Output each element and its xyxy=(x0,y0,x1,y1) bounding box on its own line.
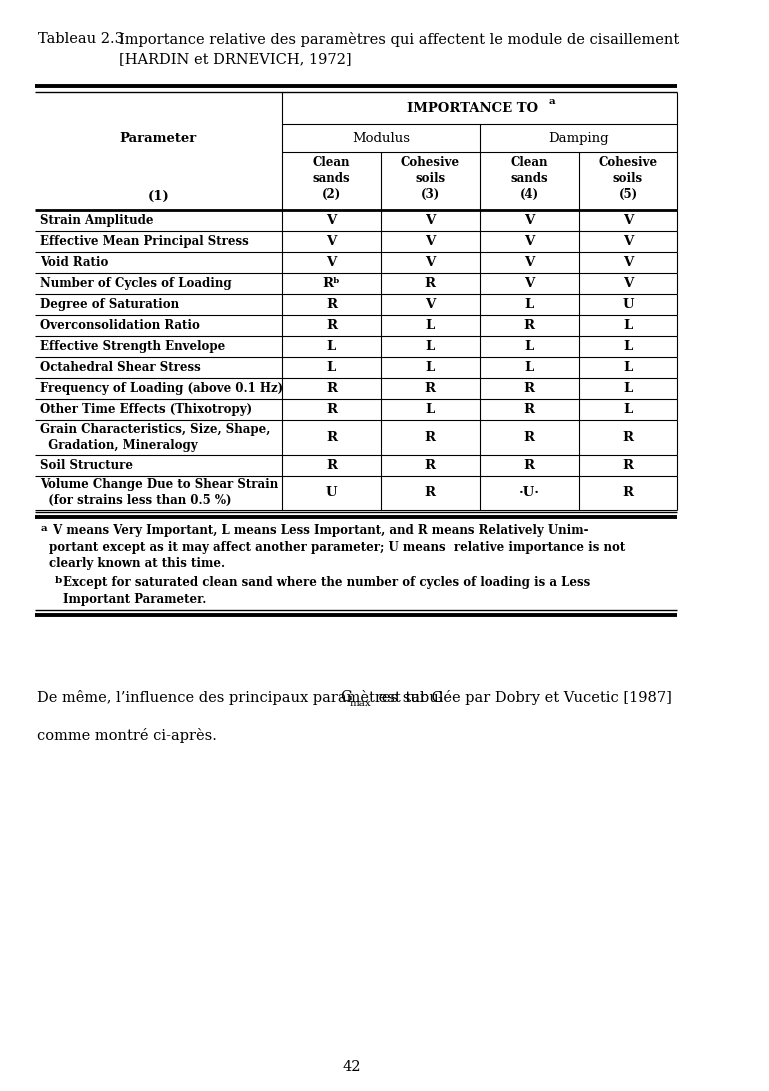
Text: V: V xyxy=(326,256,337,269)
Text: Number of Cycles of Loading: Number of Cycles of Loading xyxy=(40,277,232,290)
Text: Effective Mean Principal Stress: Effective Mean Principal Stress xyxy=(40,235,249,248)
Text: Rᵇ: Rᵇ xyxy=(322,277,340,290)
Text: R: R xyxy=(424,382,436,395)
Text: U: U xyxy=(622,298,634,311)
Text: L: L xyxy=(425,320,435,332)
Text: R: R xyxy=(424,277,436,290)
Text: R: R xyxy=(524,382,534,395)
Text: V: V xyxy=(425,235,435,248)
Text: Effective Strength Envelope: Effective Strength Envelope xyxy=(40,340,225,353)
Text: R: R xyxy=(424,487,436,500)
Text: L: L xyxy=(327,361,336,374)
Text: R: R xyxy=(524,431,534,444)
Text: Importance relative des paramètres qui affectent le module de cisaillement
[HARD: Importance relative des paramètres qui a… xyxy=(119,32,679,67)
Text: V: V xyxy=(623,256,633,269)
Text: V: V xyxy=(623,277,633,290)
Text: V: V xyxy=(524,235,534,248)
Text: L: L xyxy=(425,361,435,374)
Text: a: a xyxy=(40,524,47,533)
Text: Strain Amplitude: Strain Amplitude xyxy=(40,214,154,227)
Text: R: R xyxy=(524,458,534,471)
Text: Volume Change Due to Shear Strain
  (for strains less than 0.5 %): Volume Change Due to Shear Strain (for s… xyxy=(40,478,278,507)
Text: L: L xyxy=(624,404,633,417)
Text: V: V xyxy=(326,214,337,227)
Text: a: a xyxy=(548,96,555,106)
Text: Void Ratio: Void Ratio xyxy=(40,256,108,269)
Text: Cohesive
soils
(5): Cohesive soils (5) xyxy=(598,156,657,201)
Text: R: R xyxy=(326,382,337,395)
Text: Soil Structure: Soil Structure xyxy=(40,458,133,471)
Text: V means Very Important, L means Less Important, and R means Relatively Unim-
por: V means Very Important, L means Less Imp… xyxy=(49,524,626,570)
Text: L: L xyxy=(624,361,633,374)
Text: L: L xyxy=(327,340,336,353)
Text: Octahedral Shear Stress: Octahedral Shear Stress xyxy=(40,361,201,374)
Text: max: max xyxy=(350,699,371,708)
Text: V: V xyxy=(623,214,633,227)
Text: R: R xyxy=(424,431,436,444)
Text: b: b xyxy=(55,576,62,585)
Text: 42: 42 xyxy=(343,1060,361,1074)
Text: R: R xyxy=(424,458,436,471)
Text: Damping: Damping xyxy=(548,132,609,144)
Text: L: L xyxy=(624,340,633,353)
Text: V: V xyxy=(524,277,534,290)
Text: comme montré ci-après.: comme montré ci-après. xyxy=(37,728,217,743)
Text: R: R xyxy=(524,404,534,417)
Text: V: V xyxy=(524,214,534,227)
Text: G: G xyxy=(341,690,352,704)
Text: R: R xyxy=(622,487,634,500)
Text: Other Time Effects (Thixotropy): Other Time Effects (Thixotropy) xyxy=(40,404,252,417)
Text: Degree of Saturation: Degree of Saturation xyxy=(40,298,179,311)
Text: est tabulée par Dobry et Vucetic [1987]: est tabulée par Dobry et Vucetic [1987] xyxy=(374,690,671,705)
Text: Parameter: Parameter xyxy=(120,132,197,144)
Text: Modulus: Modulus xyxy=(352,132,410,144)
Text: U: U xyxy=(325,487,337,500)
Text: L: L xyxy=(624,382,633,395)
Text: V: V xyxy=(326,235,337,248)
Text: Overconsolidation Ratio: Overconsolidation Ratio xyxy=(40,320,200,332)
Text: ·U·: ·U· xyxy=(518,487,540,500)
Text: R: R xyxy=(326,431,337,444)
Text: L: L xyxy=(425,340,435,353)
Text: Except for saturated clean sand where the number of cycles of loading is a Less
: Except for saturated clean sand where th… xyxy=(63,576,591,606)
Text: R: R xyxy=(326,320,337,332)
Text: V: V xyxy=(425,298,435,311)
Text: V: V xyxy=(623,235,633,248)
Text: R: R xyxy=(326,298,337,311)
Text: Grain Characteristics, Size, Shape,
  Gradation, Mineralogy: Grain Characteristics, Size, Shape, Grad… xyxy=(40,423,271,452)
Text: L: L xyxy=(524,361,534,374)
Text: IMPORTANCE TO: IMPORTANCE TO xyxy=(407,101,538,115)
Text: Clean
sands
(2): Clean sands (2) xyxy=(312,156,350,201)
Text: Clean
sands
(4): Clean sands (4) xyxy=(511,156,548,201)
Text: L: L xyxy=(624,320,633,332)
Text: V: V xyxy=(425,214,435,227)
Text: R: R xyxy=(326,458,337,471)
Text: De même, l’influence des principaux paramètres sur G: De même, l’influence des principaux para… xyxy=(37,690,443,705)
Text: V: V xyxy=(524,256,534,269)
Text: R: R xyxy=(326,404,337,417)
Text: Frequency of Loading (above 0.1 Hz): Frequency of Loading (above 0.1 Hz) xyxy=(40,382,284,395)
Text: V: V xyxy=(425,256,435,269)
Text: Tableau 2.3: Tableau 2.3 xyxy=(38,32,125,46)
Text: (1): (1) xyxy=(148,190,169,203)
Text: L: L xyxy=(524,298,534,311)
Text: Cohesive
soils
(3): Cohesive soils (3) xyxy=(401,156,460,201)
Text: L: L xyxy=(425,404,435,417)
Text: L: L xyxy=(524,340,534,353)
Text: R: R xyxy=(524,320,534,332)
Text: R: R xyxy=(622,431,634,444)
Text: R: R xyxy=(622,458,634,471)
